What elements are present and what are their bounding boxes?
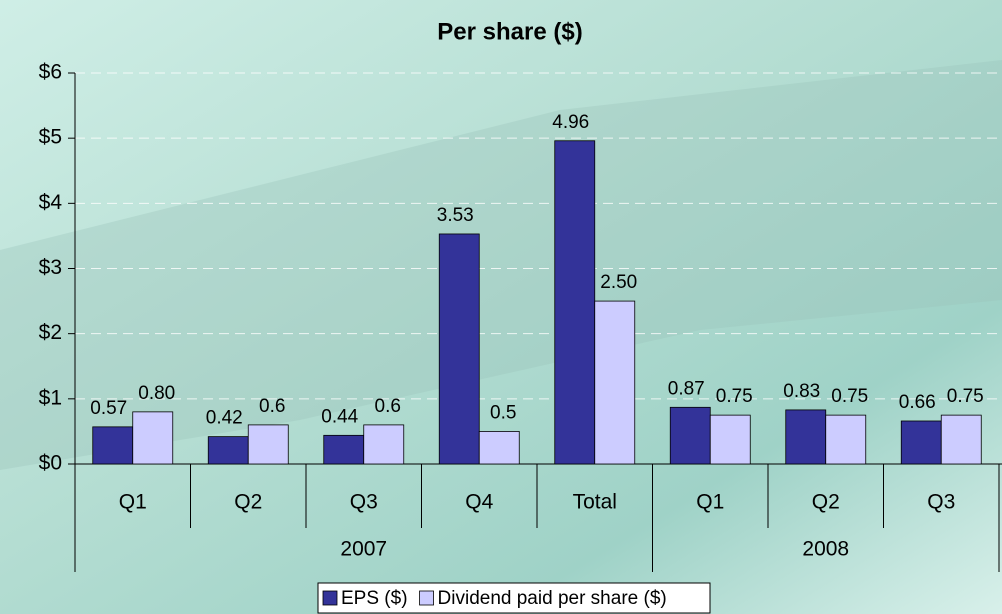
y-tick-label: $3 <box>39 256 62 279</box>
value-label: 0.44 <box>321 406 358 427</box>
bar <box>247 424 289 465</box>
x-tick-label: Q2 <box>812 491 840 514</box>
bar <box>554 140 596 465</box>
bar <box>940 414 982 465</box>
legend-label: EPS ($) <box>341 588 408 609</box>
bar <box>825 414 867 465</box>
value-label: 4.96 <box>552 112 589 133</box>
bar <box>438 233 480 465</box>
bar <box>900 420 942 465</box>
y-tick-label: $1 <box>39 386 62 409</box>
y-tick-label: $4 <box>39 191 63 214</box>
bar <box>785 409 827 465</box>
x-tick-label: Q1 <box>119 491 147 514</box>
value-label: 0.75 <box>947 386 984 407</box>
chart-title: Per share ($) <box>437 18 582 45</box>
bar <box>323 434 365 465</box>
x-tick-label: Q4 <box>465 491 493 514</box>
value-label: 2.50 <box>600 272 637 293</box>
x-tick-label: Total <box>573 491 617 514</box>
bar <box>669 406 711 465</box>
bar <box>594 300 636 465</box>
bar <box>363 424 405 465</box>
legend-label: Dividend paid per share ($) <box>438 588 667 609</box>
value-label: 0.87 <box>668 378 705 399</box>
value-label: 0.75 <box>831 386 868 407</box>
background-shape <box>0 60 1002 470</box>
y-tick-label: $6 <box>39 61 62 84</box>
value-label: 0.80 <box>138 383 175 404</box>
group-label: 2008 <box>802 538 849 561</box>
bar <box>207 436 249 465</box>
legend-swatch <box>322 590 338 606</box>
y-tick-label: $5 <box>39 126 62 149</box>
x-tick-label: Q3 <box>927 491 955 514</box>
value-label: 0.66 <box>899 392 936 413</box>
bar <box>478 431 520 465</box>
x-tick-label: Q1 <box>696 491 724 514</box>
value-label: 0.6 <box>259 396 285 417</box>
legend-box <box>317 582 711 614</box>
bar <box>132 411 174 465</box>
value-label: 0.75 <box>716 386 753 407</box>
bar <box>92 426 134 465</box>
group-label: 2007 <box>340 538 387 561</box>
value-label: 0.57 <box>90 398 127 419</box>
value-label: 0.83 <box>783 381 820 402</box>
bar <box>709 414 751 465</box>
y-tick-label: $2 <box>39 321 62 344</box>
value-label: 3.53 <box>437 205 474 226</box>
value-label: 0.6 <box>375 396 401 417</box>
y-tick-label: $0 <box>39 452 62 475</box>
legend-swatch <box>419 590 434 606</box>
value-label: 0.5 <box>490 402 516 423</box>
x-tick-label: Q2 <box>234 491 262 514</box>
x-tick-label: Q3 <box>350 491 378 514</box>
value-label: 0.42 <box>206 408 243 429</box>
legend: EPS ($) Dividend paid per share ($) <box>317 582 711 614</box>
